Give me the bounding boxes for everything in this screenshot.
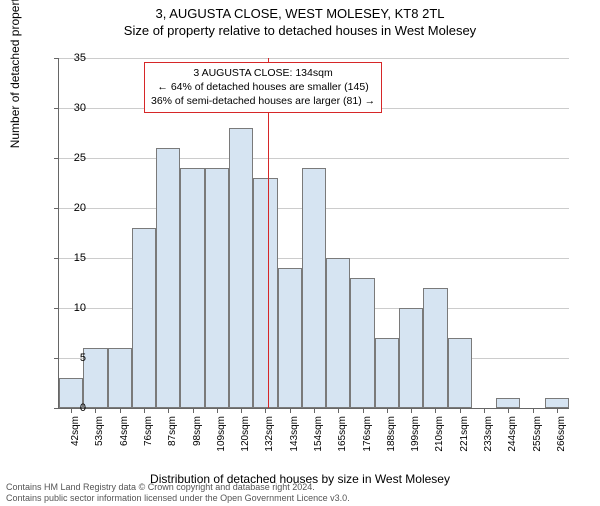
x-tick-label: 76sqm [143,416,154,466]
histogram-bar [448,338,472,408]
x-tick-mark [290,408,291,413]
x-tick-label: 233sqm [483,416,494,466]
x-tick-label: 188sqm [386,416,397,466]
x-tick-label: 266sqm [556,416,567,466]
x-tick-mark [120,408,121,413]
x-tick-label: 154sqm [313,416,324,466]
chart-plot-area: 3 AUGUSTA CLOSE: 134sqm← 64% of detached… [58,58,569,409]
histogram-bar [132,228,156,408]
x-tick-mark [460,408,461,413]
histogram-bar [83,348,107,408]
x-tick-label: 98sqm [192,416,203,466]
histogram-bar [423,288,447,408]
chart-title-main: 3, AUGUSTA CLOSE, WEST MOLESEY, KT8 2TL [0,6,600,21]
x-tick-label: 109sqm [216,416,227,466]
x-tick-mark [484,408,485,413]
x-tick-mark [193,408,194,413]
histogram-bar [496,398,520,408]
histogram-bar [205,168,229,408]
histogram-bar [545,398,569,408]
x-tick-label: 143sqm [289,416,300,466]
y-tick-label: 0 [56,402,86,414]
x-tick-label: 64sqm [119,416,130,466]
x-tick-mark [411,408,412,413]
x-tick-label: 53sqm [94,416,105,466]
histogram-bar [253,178,277,408]
callout-line2: ← 64% of detached houses are smaller (14… [151,80,375,94]
histogram-bar [108,348,132,408]
x-tick-label: 244sqm [507,416,518,466]
x-tick-label: 221sqm [459,416,470,466]
x-tick-mark [314,408,315,413]
x-tick-mark [508,408,509,413]
x-tick-label: 132sqm [264,416,275,466]
grid-line [59,158,569,159]
x-tick-mark [557,408,558,413]
chart-title-sub: Size of property relative to detached ho… [0,23,600,38]
histogram-bar [278,268,302,408]
callout-line3: 36% of semi-detached houses are larger (… [151,94,375,108]
x-tick-label: 255sqm [532,416,543,466]
callout-box: 3 AUGUSTA CLOSE: 134sqm← 64% of detached… [144,62,382,113]
y-axis-label: Number of detached properties [8,0,22,148]
x-tick-label: 120sqm [240,416,251,466]
x-tick-mark [363,408,364,413]
x-tick-label: 210sqm [434,416,445,466]
callout-line1: 3 AUGUSTA CLOSE: 134sqm [151,66,375,80]
x-tick-mark [533,408,534,413]
histogram-bar [302,168,326,408]
x-tick-mark [168,408,169,413]
footer-attribution: Contains HM Land Registry data © Crown c… [6,482,350,504]
footer-line2: Contains public sector information licen… [6,493,350,504]
x-tick-label: 199sqm [410,416,421,466]
x-tick-label: 176sqm [362,416,373,466]
histogram-bar [375,338,399,408]
y-tick-label: 5 [56,352,86,364]
histogram-bar [156,148,180,408]
x-tick-label: 42sqm [70,416,81,466]
y-tick-label: 30 [56,102,86,114]
histogram-bar [350,278,374,408]
y-tick-label: 35 [56,52,86,64]
histogram-bar [180,168,204,408]
x-tick-mark [435,408,436,413]
x-tick-mark [241,408,242,413]
y-tick-label: 20 [56,202,86,214]
x-tick-mark [95,408,96,413]
y-tick-label: 15 [56,252,86,264]
x-tick-label: 87sqm [167,416,178,466]
grid-line [59,58,569,59]
histogram-bar [229,128,253,408]
x-tick-mark [387,408,388,413]
x-tick-mark [265,408,266,413]
histogram-bar [399,308,423,408]
x-tick-mark [338,408,339,413]
footer-line1: Contains HM Land Registry data © Crown c… [6,482,350,493]
y-tick-label: 25 [56,152,86,164]
histogram-bar [326,258,350,408]
x-tick-mark [217,408,218,413]
x-tick-mark [144,408,145,413]
y-tick-label: 10 [56,302,86,314]
x-tick-label: 165sqm [337,416,348,466]
